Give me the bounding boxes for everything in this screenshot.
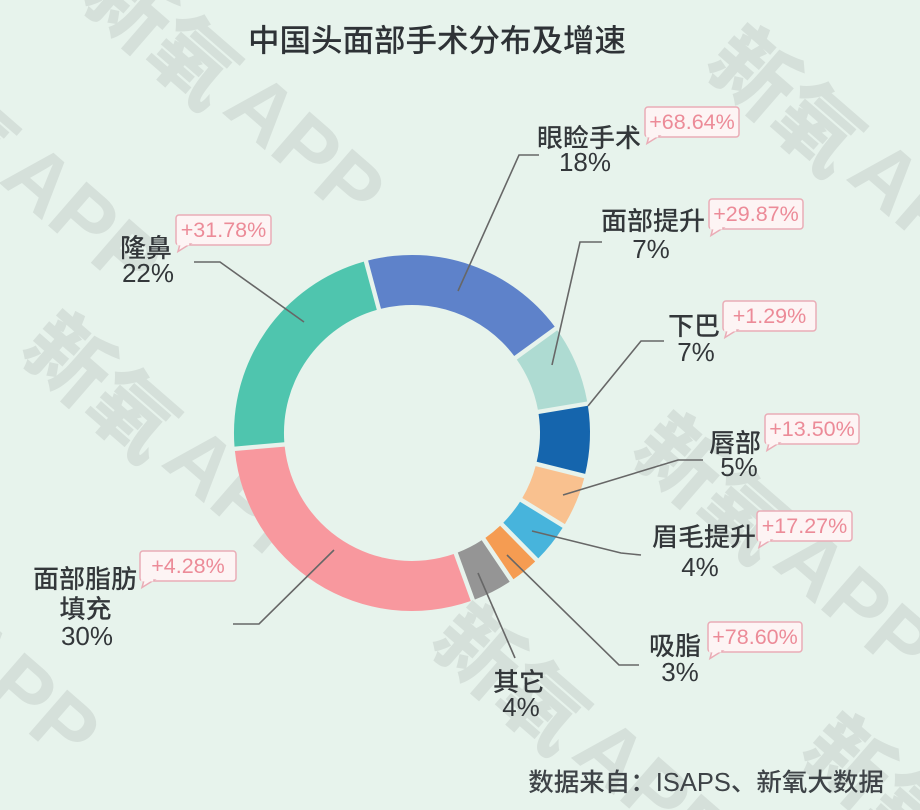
svg-text:22%: 22%: [122, 258, 174, 288]
svg-text:4%: 4%: [681, 552, 719, 582]
svg-text:+68.64%: +68.64%: [649, 110, 734, 134]
svg-text:+31.78%: +31.78%: [181, 218, 266, 242]
svg-text:3%: 3%: [661, 657, 699, 687]
svg-text:+29.87%: +29.87%: [713, 202, 798, 226]
svg-text:+4.28%: +4.28%: [151, 554, 225, 578]
svg-text:4%: 4%: [502, 692, 540, 722]
svg-text:30%: 30%: [61, 621, 113, 651]
svg-text:ISAPS: ISAPS: [656, 769, 731, 797]
svg-text:7%: 7%: [677, 337, 715, 367]
svg-text:+1.29%: +1.29%: [733, 304, 807, 328]
svg-text:+17.27%: +17.27%: [762, 514, 847, 538]
svg-text:7%: 7%: [632, 234, 670, 264]
svg-text:18%: 18%: [559, 147, 611, 177]
svg-text:+78.60%: +78.60%: [712, 625, 797, 649]
svg-text:+13.50%: +13.50%: [769, 417, 854, 441]
svg-text:5%: 5%: [720, 452, 758, 482]
